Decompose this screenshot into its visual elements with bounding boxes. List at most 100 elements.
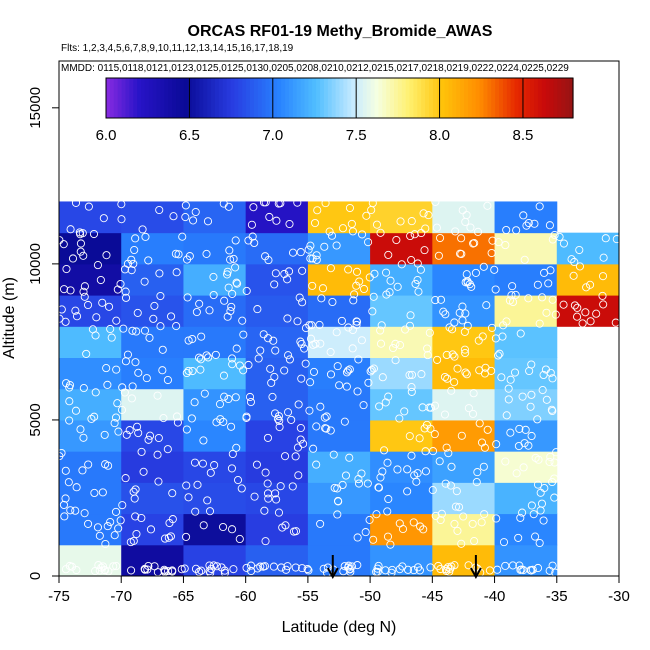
- sample-point: [372, 510, 381, 519]
- sample-point: [445, 323, 454, 332]
- sample-point: [570, 301, 579, 310]
- heatmap-cell: [121, 326, 184, 359]
- sample-point: [220, 566, 229, 575]
- sample-point: [432, 223, 441, 232]
- sample-point: [300, 344, 309, 353]
- x-tick-label: -65: [173, 588, 195, 605]
- sample-point: [407, 383, 416, 392]
- sample-point: [168, 489, 177, 498]
- sample-point: [156, 291, 165, 301]
- sample-point: [434, 251, 443, 260]
- colorbar-segment: [421, 78, 426, 118]
- sample-point: [475, 419, 484, 428]
- heatmap-cell: [121, 357, 184, 390]
- heatmap-cell: [121, 513, 184, 546]
- sample-point: [420, 246, 429, 255]
- sample-point: [494, 238, 503, 247]
- colorbar-segment: [335, 78, 341, 118]
- sample-point: [265, 212, 274, 222]
- sample-point: [407, 370, 417, 379]
- sample-point: [121, 287, 130, 296]
- colorbar-segment: [362, 78, 368, 118]
- sample-point: [263, 479, 272, 488]
- sample-point: [450, 519, 459, 529]
- heatmap-cell: [183, 357, 247, 390]
- sample-point: [385, 288, 394, 297]
- heatmap-cell: [59, 544, 122, 577]
- sample-point: [494, 351, 503, 360]
- sample-point: [499, 538, 509, 547]
- colorbar-segment: [351, 78, 356, 118]
- colorbar-segment: [141, 78, 146, 118]
- sample-point: [278, 523, 287, 532]
- sample-point: [71, 198, 81, 207]
- sample-point: [355, 277, 364, 286]
- heatmap-cell: [245, 295, 309, 327]
- sample-point: [260, 506, 269, 515]
- y-tick-label: 15000: [27, 87, 44, 129]
- sample-point: [463, 321, 472, 330]
- sample-point: [363, 479, 372, 488]
- sample-point: [444, 449, 453, 458]
- colorbar-tick-label: 7.5: [346, 127, 367, 144]
- sample-point: [202, 351, 211, 360]
- sample-point: [112, 365, 121, 374]
- colorbar-segment: [518, 78, 524, 118]
- sample-point: [110, 419, 119, 428]
- sample-point: [495, 349, 504, 358]
- heatmap-cell: [556, 295, 620, 327]
- heatmap-cell: [556, 232, 620, 265]
- sample-point: [518, 508, 527, 517]
- heatmap-cell: [245, 451, 309, 483]
- colorbar-segment: [401, 78, 407, 118]
- sample-point: [417, 370, 426, 379]
- sample-point: [202, 249, 211, 258]
- sample-point: [259, 330, 268, 339]
- colorbar-segment: [261, 78, 267, 118]
- sample-point: [242, 286, 251, 295]
- sample-point: [548, 374, 557, 383]
- colorbar-segment: [230, 78, 236, 118]
- sample-point: [383, 507, 392, 516]
- sample-point: [527, 360, 536, 369]
- sample-point: [483, 201, 492, 210]
- sample-point: [546, 452, 555, 461]
- sample-point: [421, 467, 430, 476]
- sample-point: [276, 482, 285, 491]
- sample-point: [479, 262, 488, 271]
- heatmap-cell: [307, 544, 371, 577]
- sample-point: [114, 524, 123, 533]
- sample-point: [501, 241, 510, 250]
- sample-point: [506, 428, 515, 437]
- sample-point: [76, 239, 85, 248]
- sample-point: [113, 399, 122, 408]
- sample-point: [260, 562, 269, 571]
- sample-point: [117, 405, 127, 414]
- sample-point: [490, 265, 499, 274]
- sample-point: [261, 198, 270, 207]
- sample-point: [435, 233, 445, 243]
- colorbar-segment: [541, 78, 547, 118]
- sample-point: [84, 519, 93, 528]
- colorbar-segment: [569, 78, 574, 118]
- sample-point: [187, 414, 196, 423]
- sample-point: [317, 294, 326, 303]
- colorbar-segment: [133, 78, 138, 118]
- sample-point: [270, 280, 279, 289]
- sample-point: [383, 532, 393, 541]
- sample-point: [275, 423, 284, 432]
- sample-point: [550, 493, 559, 502]
- heatmap-cell: [370, 326, 433, 359]
- colorbar-segment: [502, 78, 508, 118]
- sample-point: [512, 469, 521, 478]
- sample-point: [512, 226, 521, 235]
- sample-point: [455, 503, 464, 512]
- sample-point: [409, 566, 418, 575]
- sample-point: [121, 474, 130, 483]
- sample-point: [307, 321, 316, 330]
- sample-point: [493, 565, 502, 574]
- sample-point: [268, 392, 277, 401]
- colorbar-segment: [440, 78, 446, 118]
- sample-point: [527, 501, 536, 510]
- sample-point: [284, 351, 293, 360]
